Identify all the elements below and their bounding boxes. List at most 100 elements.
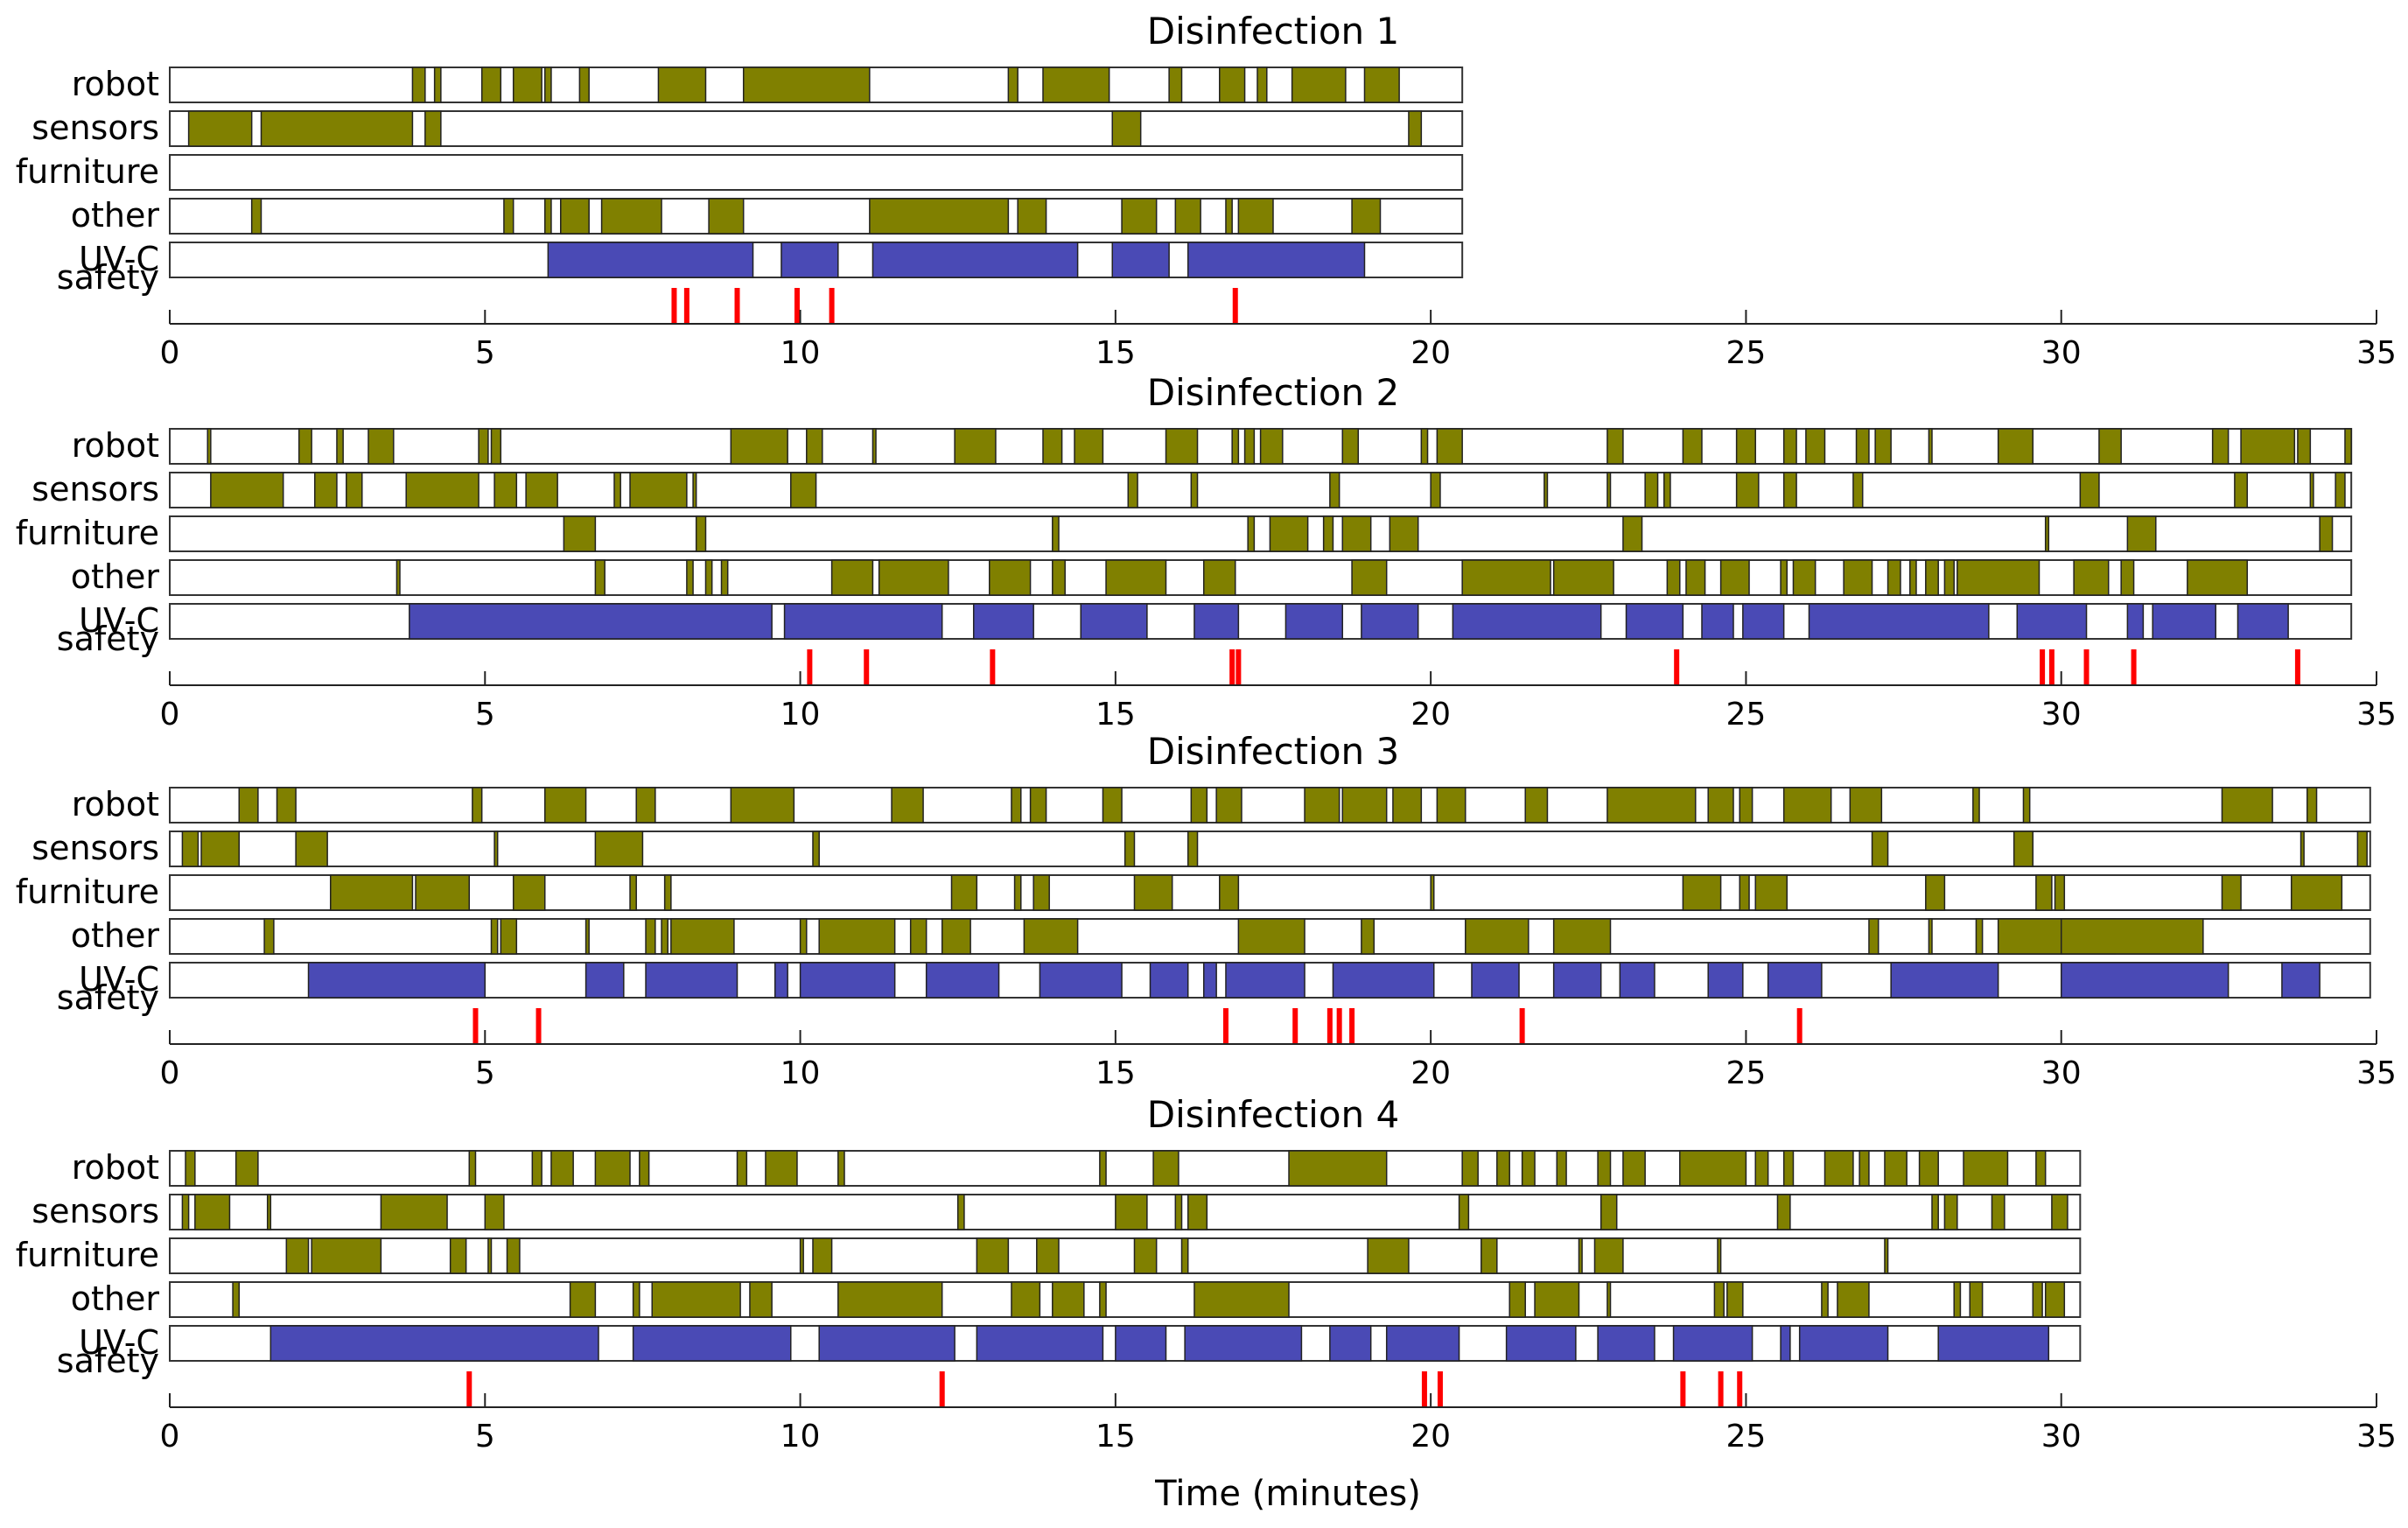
activity-segment bbox=[1871, 831, 1889, 867]
activity-segment bbox=[1886, 559, 1901, 596]
row-label-furniture: furniture bbox=[16, 1236, 159, 1274]
row-label-furniture: furniture bbox=[16, 514, 159, 552]
uvc-segment bbox=[925, 962, 1000, 999]
activity-segment bbox=[1023, 918, 1079, 955]
panel-disinfection-1: Disinfection 1 robot sensors furniture other… bbox=[16, 10, 2397, 371]
safety-event-mark bbox=[734, 288, 740, 323]
uvc-segment bbox=[783, 603, 943, 640]
activity-segment bbox=[1496, 1150, 1510, 1187]
row-label-robot: robot bbox=[72, 426, 159, 465]
activity-segment bbox=[1925, 559, 1939, 596]
activity-segment bbox=[1011, 1281, 1041, 1318]
uvc-segment bbox=[1225, 962, 1306, 999]
activity-segment bbox=[1782, 1150, 1795, 1187]
x-tick-label: 10 bbox=[780, 335, 821, 371]
activity-segment bbox=[1679, 1150, 1747, 1187]
activity-segment bbox=[1436, 428, 1463, 465]
activity-segment bbox=[2012, 831, 2034, 867]
activity-segment bbox=[2297, 428, 2312, 465]
activity-segment bbox=[2221, 874, 2242, 911]
x-tick-label: 25 bbox=[1726, 697, 1767, 732]
activity-segment bbox=[1322, 515, 1334, 552]
activity-segment bbox=[2022, 787, 2031, 824]
row-label-uv-c: UV-C bbox=[79, 601, 159, 640]
activity-segment bbox=[1969, 1281, 1984, 1318]
activity-segment bbox=[869, 198, 1010, 235]
activity-segment bbox=[490, 428, 502, 465]
activity-segment bbox=[1032, 874, 1050, 911]
uvc-segment bbox=[1194, 603, 1240, 640]
activity-segment bbox=[2306, 787, 2318, 824]
activity-segment bbox=[1622, 1150, 1646, 1187]
row-label-uv-c: UV-C bbox=[79, 1323, 159, 1362]
activity-segment bbox=[1361, 918, 1376, 955]
safety-event-mark bbox=[1421, 1371, 1427, 1406]
uvc-segment bbox=[872, 242, 1079, 278]
uvc-segment bbox=[1767, 962, 1823, 999]
activity-segment bbox=[415, 874, 471, 911]
activity-segment bbox=[1606, 428, 1624, 465]
activity-segment bbox=[941, 918, 971, 955]
uvc-segment bbox=[1039, 962, 1123, 999]
activity-segment bbox=[1115, 1194, 1148, 1230]
activity-segment bbox=[472, 787, 483, 824]
uvc-segment bbox=[1798, 1325, 1889, 1362]
activity-segment bbox=[635, 787, 656, 824]
activity-segment bbox=[490, 918, 499, 955]
safety-event-mark bbox=[1236, 649, 1242, 684]
activity-segment bbox=[424, 110, 442, 147]
activity-segment bbox=[1884, 1237, 1889, 1274]
activity-segment bbox=[1824, 1150, 1854, 1187]
activity-segment bbox=[695, 515, 707, 552]
activity-segment bbox=[1975, 918, 1984, 955]
activity-segment bbox=[1663, 472, 1671, 508]
uvc-segment bbox=[1186, 242, 1366, 278]
uvc-segment bbox=[409, 603, 773, 640]
activity-segment bbox=[311, 1237, 382, 1274]
activity-segment bbox=[1042, 67, 1110, 103]
activity-segment bbox=[594, 559, 606, 596]
activity-segment bbox=[1124, 831, 1136, 867]
uvc-segment bbox=[645, 962, 738, 999]
activity-segment bbox=[613, 472, 621, 508]
panel-title: Disinfection 3 bbox=[1147, 730, 1399, 773]
safety-event-mark bbox=[536, 1008, 542, 1043]
activity-segment bbox=[629, 874, 637, 911]
activity-segment bbox=[1858, 1150, 1870, 1187]
activity-segment bbox=[313, 472, 338, 508]
activity-segment bbox=[1052, 559, 1066, 596]
row-label-sensors: sensors bbox=[32, 829, 159, 867]
activity-segment bbox=[380, 1194, 448, 1230]
activity-segment bbox=[1105, 559, 1167, 596]
uvc-segment bbox=[1202, 962, 1217, 999]
activity-segment bbox=[1231, 428, 1240, 465]
activity-segment bbox=[1186, 831, 1199, 867]
activity-segment bbox=[1717, 1237, 1722, 1274]
activity-segment bbox=[2240, 428, 2296, 465]
activity-segment bbox=[1943, 559, 1955, 596]
activity-segment bbox=[1269, 515, 1309, 552]
activity-segment bbox=[1458, 1194, 1470, 1230]
activity-segment bbox=[1291, 67, 1347, 103]
safety-event-mark bbox=[2083, 649, 2090, 684]
activity-segment bbox=[1225, 198, 1233, 235]
uvc-segment bbox=[1385, 1325, 1460, 1362]
activity-segment bbox=[872, 428, 877, 465]
row-label-sensors: sensors bbox=[32, 1192, 159, 1230]
activity-segment bbox=[1190, 472, 1199, 508]
activity-segment bbox=[531, 1150, 542, 1187]
activity-segment bbox=[1849, 787, 1883, 824]
activity-segment bbox=[478, 428, 489, 465]
x-tick-label: 5 bbox=[475, 335, 495, 371]
uvc-segment bbox=[1452, 603, 1602, 640]
activity-segment bbox=[1735, 472, 1760, 508]
x-tick-label: 25 bbox=[1726, 1419, 1767, 1454]
activity-segment bbox=[506, 1237, 521, 1274]
activity-segment bbox=[2032, 1281, 2043, 1318]
activity-segment bbox=[657, 67, 707, 103]
activity-segment bbox=[1007, 67, 1018, 103]
row-label-robot: robot bbox=[72, 785, 159, 824]
safety-event-mark bbox=[1718, 1371, 1724, 1406]
row-label-robot: robot bbox=[72, 1148, 159, 1187]
activity-segment bbox=[346, 472, 363, 508]
